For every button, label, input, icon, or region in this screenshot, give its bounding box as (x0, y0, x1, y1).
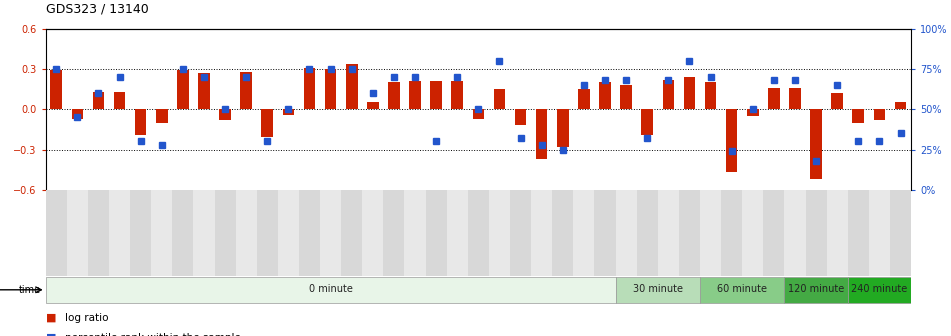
Bar (325, 69, 337, 109)
Bar (636, 190, 658, 276)
Text: percentile rank within the sample: percentile rank within the sample (65, 333, 241, 336)
Bar (641, 109, 653, 135)
Bar (557, 109, 569, 147)
Text: 30 minute: 30 minute (632, 284, 683, 294)
Bar (489, 190, 510, 276)
Bar (531, 190, 553, 276)
Bar (805, 190, 826, 276)
Bar (768, 88, 780, 109)
Text: time: time (19, 285, 41, 295)
Bar (46, 277, 615, 303)
Bar (282, 109, 294, 115)
Bar (679, 190, 700, 276)
Bar (198, 73, 210, 109)
Bar (705, 82, 716, 109)
Bar (895, 102, 906, 109)
Bar (615, 277, 700, 303)
Bar (193, 190, 215, 276)
Bar (46, 190, 67, 276)
Bar (874, 109, 885, 120)
Bar (721, 190, 742, 276)
Bar (852, 109, 864, 123)
Bar (114, 92, 126, 109)
Bar (785, 190, 805, 276)
Bar (684, 77, 695, 109)
Bar (299, 190, 320, 276)
Text: 240 minute: 240 minute (851, 284, 907, 294)
Bar (135, 109, 146, 135)
Bar (663, 80, 674, 109)
Bar (810, 109, 822, 179)
Bar (726, 109, 737, 172)
Bar (473, 109, 484, 119)
Bar (177, 70, 188, 109)
Text: 60 minute: 60 minute (717, 284, 767, 294)
Bar (67, 190, 87, 276)
Bar (764, 190, 785, 276)
Text: ■: ■ (46, 333, 56, 336)
Bar (346, 64, 358, 109)
Bar (742, 190, 764, 276)
Bar (700, 277, 785, 303)
Bar (510, 190, 531, 276)
Bar (789, 88, 801, 109)
Bar (71, 109, 83, 119)
Bar (658, 190, 679, 276)
Bar (220, 109, 231, 120)
Bar (869, 190, 890, 276)
Bar (409, 81, 421, 109)
Bar (615, 190, 636, 276)
Bar (578, 89, 590, 109)
Bar (494, 89, 505, 109)
Bar (426, 190, 447, 276)
Bar (172, 190, 193, 276)
Bar (826, 190, 847, 276)
Bar (156, 109, 167, 123)
Text: 0 minute: 0 minute (309, 284, 353, 294)
Bar (257, 190, 278, 276)
Bar (341, 190, 362, 276)
Text: ■: ■ (46, 312, 56, 323)
Bar (890, 190, 911, 276)
Bar (573, 190, 594, 276)
Bar (262, 109, 273, 137)
Bar (367, 102, 378, 109)
Bar (87, 190, 109, 276)
Text: log ratio: log ratio (65, 312, 108, 323)
Bar (599, 82, 611, 109)
Bar (514, 109, 526, 125)
Text: 120 minute: 120 minute (788, 284, 844, 294)
Bar (452, 81, 463, 109)
Bar (847, 277, 911, 303)
Text: GDS323 / 13140: GDS323 / 13140 (46, 2, 148, 15)
Bar (278, 190, 299, 276)
Bar (50, 70, 62, 109)
Bar (404, 190, 426, 276)
Bar (785, 277, 847, 303)
Bar (431, 81, 442, 109)
Bar (109, 190, 130, 276)
Bar (303, 68, 316, 109)
Bar (847, 190, 869, 276)
Bar (468, 190, 489, 276)
Bar (747, 109, 759, 116)
Bar (92, 92, 105, 109)
Bar (388, 82, 399, 109)
Bar (535, 109, 548, 159)
Bar (215, 190, 236, 276)
Bar (447, 190, 468, 276)
Bar (700, 190, 721, 276)
Bar (383, 190, 404, 276)
Bar (151, 190, 172, 276)
Bar (241, 72, 252, 109)
Bar (620, 85, 631, 109)
Bar (553, 190, 573, 276)
Bar (130, 190, 151, 276)
Bar (831, 93, 843, 109)
Bar (320, 190, 341, 276)
Bar (594, 190, 615, 276)
Bar (236, 190, 257, 276)
Bar (362, 190, 383, 276)
